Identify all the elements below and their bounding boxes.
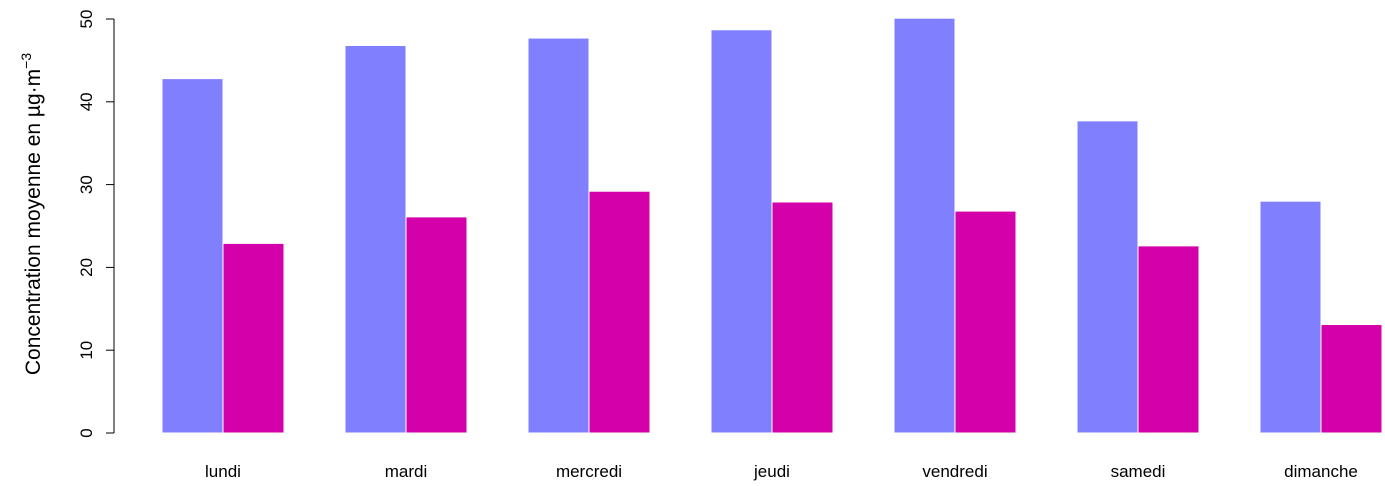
y-tick-label: 50 bbox=[77, 10, 96, 29]
bars bbox=[161, 17, 1383, 434]
bar-dimanche-series-1 bbox=[1259, 200, 1322, 434]
y-tick-label: 40 bbox=[77, 92, 96, 111]
category-labels: lundi mardi mercredi jeudi vendredi samedi dim… bbox=[205, 462, 1358, 481]
y-tick-label: 0 bbox=[77, 428, 96, 437]
y-axis-title-superscript: −3 bbox=[18, 53, 34, 69]
bar-vendredi-series-1 bbox=[893, 17, 956, 434]
bar-dimanche-series-2 bbox=[1320, 324, 1383, 434]
category-label: mardi bbox=[385, 462, 428, 481]
bar-mercredi-series-2 bbox=[588, 190, 651, 434]
y-tick-label: 10 bbox=[77, 341, 96, 360]
category-label: samedi bbox=[1111, 462, 1166, 481]
bar-lundi-series-1 bbox=[161, 78, 224, 434]
category-label: mercredi bbox=[556, 462, 622, 481]
category-label: jeudi bbox=[753, 462, 790, 481]
bar-mercredi-series-1 bbox=[527, 37, 590, 434]
y-ticks: 0 10 20 30 40 50 bbox=[77, 10, 114, 438]
bar-vendredi-series-2 bbox=[954, 210, 1017, 434]
bar-lundi-series-2 bbox=[222, 242, 285, 434]
category-label: dimanche bbox=[1284, 462, 1358, 481]
y-tick-label: 30 bbox=[77, 175, 96, 194]
bar-jeudi-series-1 bbox=[710, 29, 773, 434]
y-axis-title-base: Concentration moyenne en µg·m bbox=[22, 69, 45, 375]
bar-samedi-series-2 bbox=[1137, 245, 1200, 434]
y-tick-label: 20 bbox=[77, 258, 96, 277]
category-label: lundi bbox=[205, 462, 241, 481]
category-label: vendredi bbox=[922, 462, 987, 481]
y-axis: 0 10 20 30 40 50 bbox=[77, 10, 115, 438]
bar-jeudi-series-2 bbox=[771, 201, 834, 434]
bar-mardi-series-1 bbox=[344, 44, 407, 434]
y-axis-title: Concentration moyenne en µg·m−3 bbox=[18, 53, 45, 375]
bar-mardi-series-2 bbox=[405, 216, 468, 434]
bar-samedi-series-1 bbox=[1076, 120, 1139, 434]
